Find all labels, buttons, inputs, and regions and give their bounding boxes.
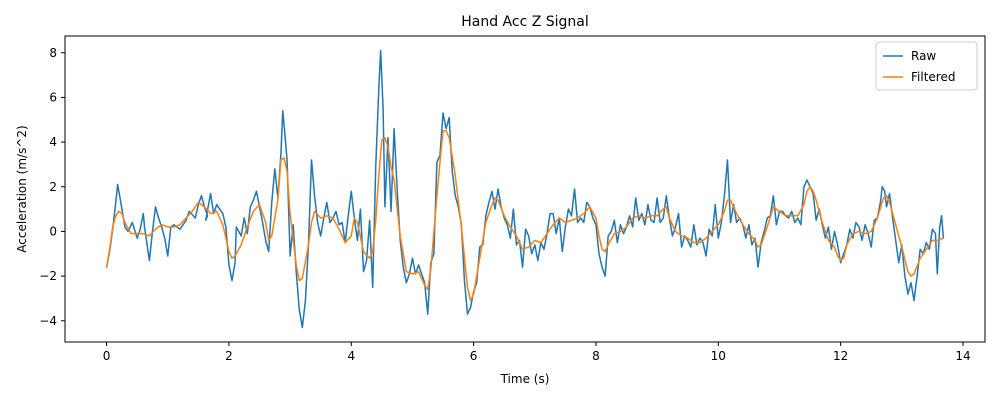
y-tick-label: 6 (49, 90, 57, 104)
x-tick-label: 12 (833, 349, 848, 363)
y-tick-label: 0 (49, 224, 57, 238)
legend-label-raw: Raw (911, 49, 936, 63)
x-tick-label: 2 (225, 349, 233, 363)
legend: Raw Filtered (875, 41, 978, 91)
plot-area (64, 35, 986, 343)
y-axis-label: Acceleration (m/s^2) (15, 125, 29, 252)
legend-box (875, 41, 978, 91)
legend-label-filtered: Filtered (911, 70, 955, 84)
chart-title: Hand Acc Z Signal (461, 14, 589, 30)
x-tick-label: 10 (711, 349, 726, 363)
series-line-filtered (105, 130, 945, 302)
x-tick-label: 14 (955, 349, 970, 363)
y-tick-label: 4 (49, 135, 57, 149)
x-tick-label: 8 (592, 349, 600, 363)
axes-frame (64, 35, 986, 343)
y-axis: −4 −2 0 2 4 6 8 (39, 46, 65, 328)
y-tick-label: 8 (49, 46, 57, 60)
x-axis-label: Time (s) (500, 372, 550, 386)
series-layer (105, 49, 945, 329)
x-axis: 0 2 4 6 8 10 12 14 (103, 342, 971, 363)
x-tick-label: 4 (347, 349, 355, 363)
x-tick-label: 0 (103, 349, 111, 363)
y-tick-label: 2 (49, 180, 57, 194)
y-tick-label: −2 (39, 269, 57, 283)
x-tick-label: 6 (470, 349, 478, 363)
y-tick-label: −4 (39, 314, 57, 328)
